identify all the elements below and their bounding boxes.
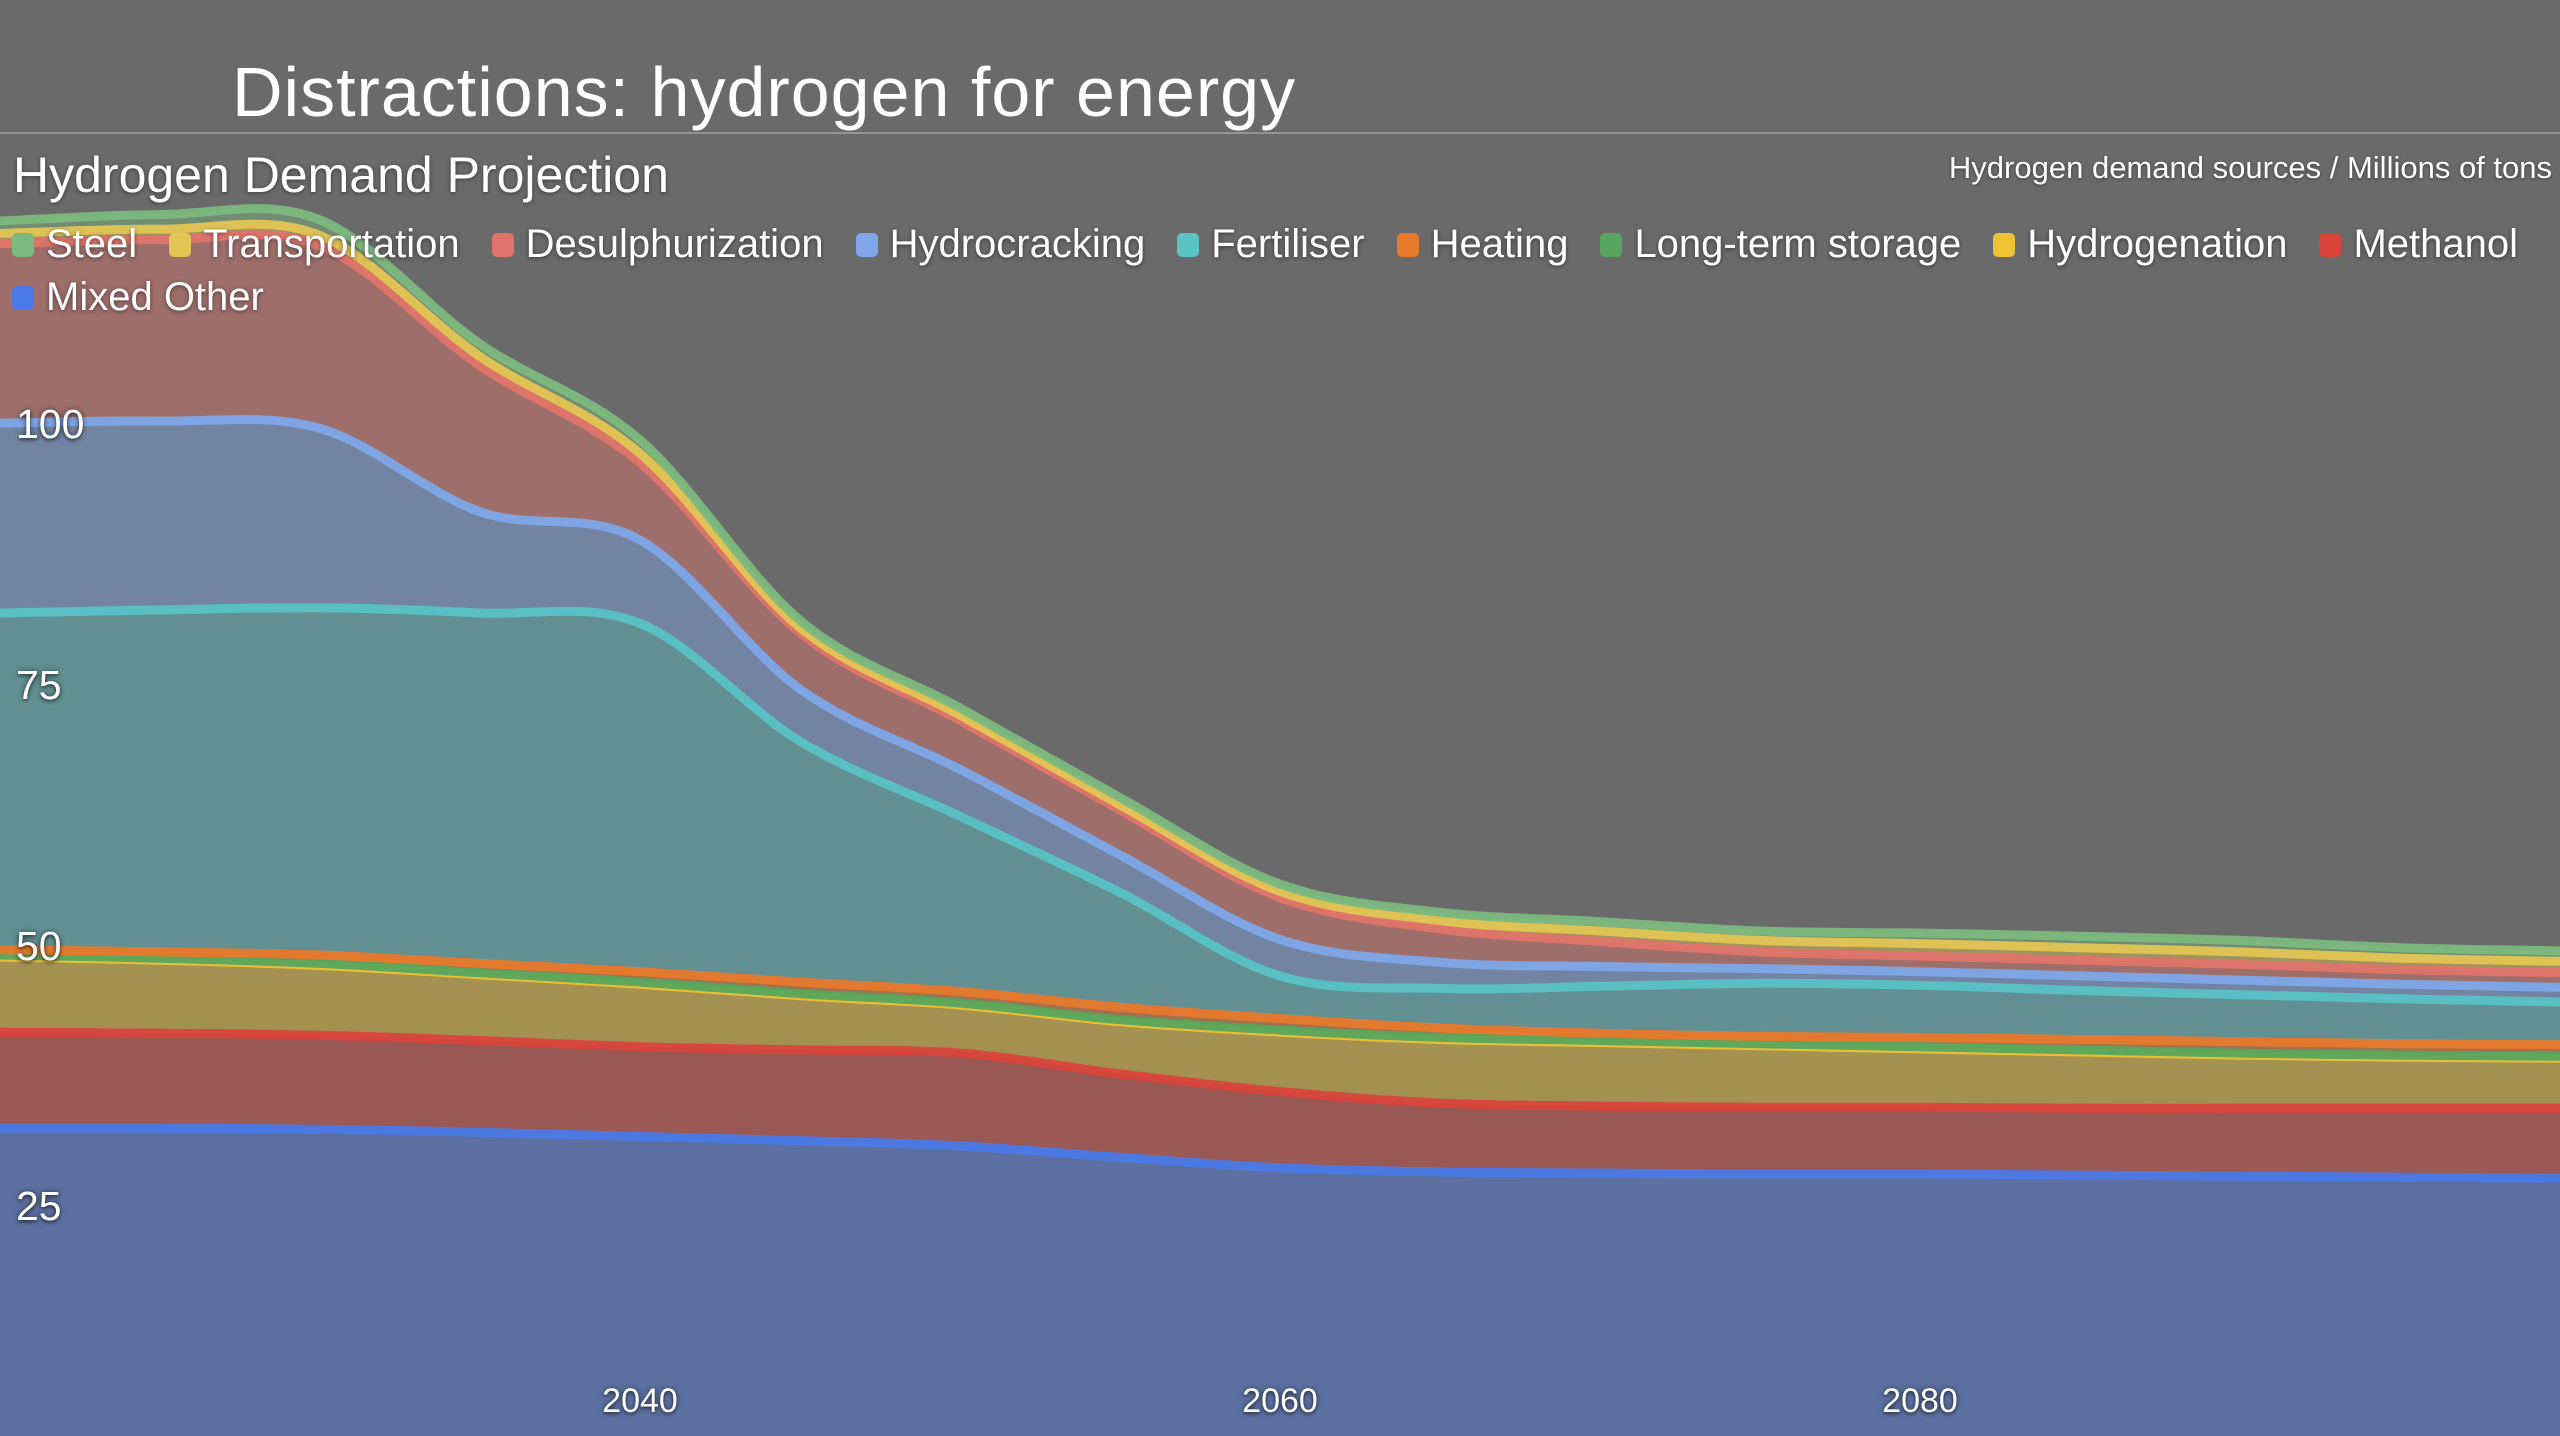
legend-item-hydrocracking[interactable]: Hydrocracking	[855, 222, 1146, 267]
legend-label: Hydrogenation	[2027, 222, 2288, 266]
x-tick-2040: 2040	[602, 1382, 678, 1420]
legend-swatch-icon	[855, 232, 878, 257]
x-tick-2060: 2060	[1242, 1382, 1318, 1420]
y-tick-25: 25	[16, 1183, 62, 1230]
legend-label: Long-term storage	[1634, 222, 1962, 266]
area-fertiliser	[0, 607, 2560, 1045]
legend-swatch-icon	[169, 232, 192, 257]
legend-label: Steel	[46, 222, 138, 266]
legend-swatch-icon	[12, 232, 34, 257]
header-divider	[0, 132, 2560, 134]
line-transportation	[0, 219, 2560, 966]
line-mixed-other	[0, 1123, 2560, 1183]
area-hydrocracking	[0, 419, 2560, 1003]
y-tick-100: 100	[16, 401, 85, 448]
legend-label: Fertiliser	[1211, 222, 1365, 266]
legend-swatch-icon	[12, 285, 34, 310]
legend-item-mixed-other[interactable]: Mixed Other	[12, 275, 264, 320]
legend-label: Heating	[1430, 222, 1569, 266]
page-title: Distractions: hydrogen for energy	[232, 53, 1297, 131]
line-heating	[0, 945, 2560, 1050]
area-methanol	[0, 1032, 2560, 1179]
y-tick-50: 50	[16, 922, 62, 969]
legend-swatch-icon	[1396, 232, 1419, 257]
y-tick-75: 75	[16, 661, 62, 708]
area-heating	[0, 949, 2560, 1057]
x-tick-2080: 2080	[1882, 1382, 1958, 1420]
legend-item-steel[interactable]: Steel	[12, 222, 137, 267]
legend-label: Methanol	[2353, 222, 2519, 266]
line-desulphurization	[0, 230, 2560, 978]
legend-item-long-term-storage[interactable]: Long-term storage	[1600, 222, 1961, 267]
legend-item-fertiliser[interactable]: Fertiliser	[1177, 222, 1365, 267]
area-desulphurization	[0, 234, 2560, 988]
line-fertiliser	[0, 603, 2560, 1007]
legend-label: Transportation	[203, 222, 460, 266]
area-mixed-other	[0, 1128, 2560, 1436]
legend-item-hydrogenation[interactable]: Hydrogenation	[1993, 222, 2287, 267]
legend-swatch-icon	[1993, 232, 2016, 257]
legend-item-transportation[interactable]: Transportation	[169, 222, 460, 267]
chart-title: Hydrogen Demand Projection	[13, 147, 669, 203]
legend-item-methanol[interactable]: Methanol	[2319, 222, 2518, 267]
legend-label: Mixed Other	[46, 275, 264, 319]
legend-swatch-icon	[491, 232, 514, 257]
legend-swatch-icon	[2319, 232, 2342, 257]
line-long-term-storage	[0, 950, 2560, 1061]
legend: Steel Transportation Desulphurization Hydro…	[12, 222, 2554, 320]
line-methanol	[0, 1027, 2560, 1113]
legend-swatch-icon	[1600, 232, 1623, 257]
legend-item-desulphurization[interactable]: Desulphurization	[491, 222, 824, 267]
legend-swatch-icon	[1177, 232, 1200, 257]
legend-label: Hydrocracking	[889, 222, 1146, 266]
line-steel	[0, 204, 2560, 956]
legend-item-heating[interactable]: Heating	[1396, 222, 1569, 267]
legend-label: Desulphurization	[525, 222, 824, 266]
y-axis-title: Hydrogen demand sources / Millions of to…	[1948, 150, 2552, 185]
line-hydrocracking	[0, 414, 2560, 992]
